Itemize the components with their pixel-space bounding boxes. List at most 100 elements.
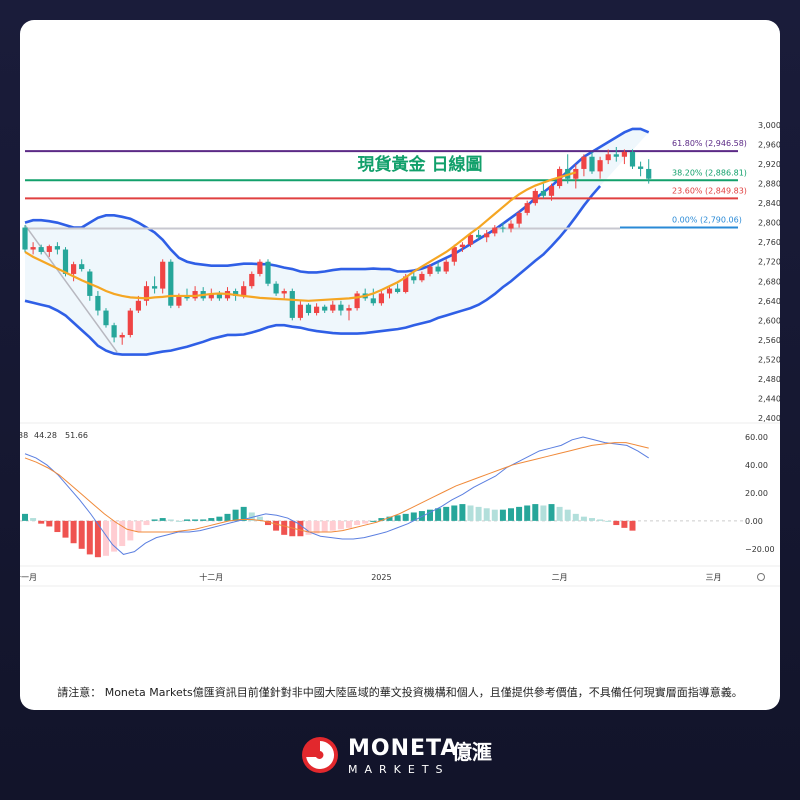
macd-histogram-bar (111, 520, 118, 552)
candle-body (403, 276, 409, 293)
macd-histogram-bar (378, 518, 385, 521)
macd-histogram-bar (62, 520, 69, 538)
price-tick-label: 2,400.00 (758, 414, 780, 423)
candle-body (467, 234, 474, 245)
candle-body (22, 227, 28, 250)
price-tick-label: 2,800.00 (758, 219, 780, 228)
candle-body (297, 304, 303, 318)
macd-histogram-bar (337, 520, 344, 530)
fib-label-0: 61.80% (2,946.58) (672, 139, 747, 148)
macd-histogram-bar (313, 520, 320, 534)
macd-histogram-bar (240, 506, 247, 521)
macd-histogram-bar (167, 519, 174, 521)
candle-body (548, 186, 555, 196)
candle-body (119, 334, 125, 338)
candle-body (451, 247, 457, 262)
macd-histogram-bar (46, 520, 53, 527)
macd-histogram-bar (524, 505, 531, 521)
macd-histogram-bar (556, 506, 563, 521)
macd-histogram-bar (86, 520, 93, 555)
candle-body (38, 247, 44, 252)
candle-body (314, 306, 320, 314)
macd-histogram-bar (491, 509, 498, 521)
macd-histogram-bar (143, 520, 150, 526)
price-tick-label: 2,600.00 (758, 316, 780, 325)
price-tick-label: 2,760.00 (758, 238, 780, 247)
macd-histogram-bar (70, 520, 77, 544)
candle-body (646, 168, 652, 179)
macd-histogram-bar (281, 520, 288, 535)
macd-histogram-bar (548, 504, 555, 521)
macd-histogram-bar (248, 512, 255, 521)
macd-histogram-bar (103, 520, 109, 556)
macd-line (24, 436, 649, 555)
moneta-logo-icon (302, 737, 338, 773)
candle-body (419, 273, 425, 281)
macd-histogram-bar (362, 520, 369, 524)
macd-histogram-bar (94, 520, 101, 558)
time-tick-label: 二月 (552, 573, 568, 582)
fib-label-1: 38.20% (2,886.81) (672, 168, 747, 177)
macd-tick-label: −20.00 (745, 545, 775, 554)
macd-legend-value: 38 (20, 431, 28, 440)
macd-histogram-bar (564, 509, 571, 521)
macd-histogram-bar (22, 513, 28, 521)
candle-body (532, 190, 538, 204)
candle-body (443, 261, 449, 272)
macd-histogram-bar (410, 512, 417, 521)
macd-histogram-bar (516, 506, 523, 521)
candle-body (427, 266, 433, 274)
candle-body (435, 266, 441, 272)
candle-body (621, 151, 627, 157)
trend-line (24, 224, 118, 353)
candle-body (192, 291, 198, 299)
macd-histogram-bar (629, 520, 636, 531)
candle-body (508, 223, 514, 229)
macd-histogram-bar (540, 505, 547, 521)
macd-histogram-bar (418, 511, 425, 521)
macd-histogram-bar (346, 520, 352, 528)
candle-body (257, 261, 263, 274)
candle-body (411, 276, 417, 281)
candle-body (638, 166, 644, 169)
candle-body (46, 246, 52, 252)
candle-body (152, 286, 158, 289)
disclaimer-text: 請注意： Moneta Markets億匯資訊目前僅針對非中國大陸區域的華文投資… (57, 686, 743, 699)
macd-histogram-bar (386, 516, 393, 521)
macd-histogram-bar (216, 516, 223, 521)
candle-body (540, 190, 546, 196)
candle-body (613, 154, 619, 157)
macd-histogram-bar (467, 505, 474, 521)
macd-histogram-bar (192, 519, 199, 521)
candle-body (605, 154, 611, 161)
macd-histogram-bar (613, 520, 620, 526)
candle-body (233, 291, 239, 296)
brand-name: MONETA (348, 736, 459, 761)
macd-histogram-bar (175, 520, 182, 522)
candle-body (354, 293, 360, 309)
macd-histogram-bar (273, 520, 280, 531)
macd-histogram-bar (499, 509, 506, 521)
macd-histogram-bar (208, 518, 215, 521)
macd-histogram-bar (256, 516, 263, 521)
macd-histogram-bar (159, 518, 166, 521)
candle-body (54, 246, 60, 250)
candle-body (216, 293, 222, 299)
macd-histogram-bar (451, 505, 458, 521)
candle-body (281, 291, 287, 294)
price-tick-label: 2,920.00 (758, 160, 780, 169)
macd-histogram-bar (435, 508, 442, 521)
candle-body (597, 160, 603, 172)
candle-body (338, 304, 344, 311)
candle-body (176, 295, 182, 306)
candle-body (589, 156, 595, 172)
price-tick-label: 3,000.00 (758, 121, 780, 130)
candle-body (273, 283, 279, 294)
candle-body (208, 293, 214, 299)
brand-logo: MONETA 億滙 MARKETS (300, 734, 510, 780)
signal-line (24, 442, 649, 533)
fib-label-3: 0.00% (2,790.06) (672, 216, 742, 225)
macd-tick-label: 40.00 (745, 461, 768, 470)
candle-body (581, 156, 587, 169)
macd-histogram-bar (580, 516, 587, 521)
